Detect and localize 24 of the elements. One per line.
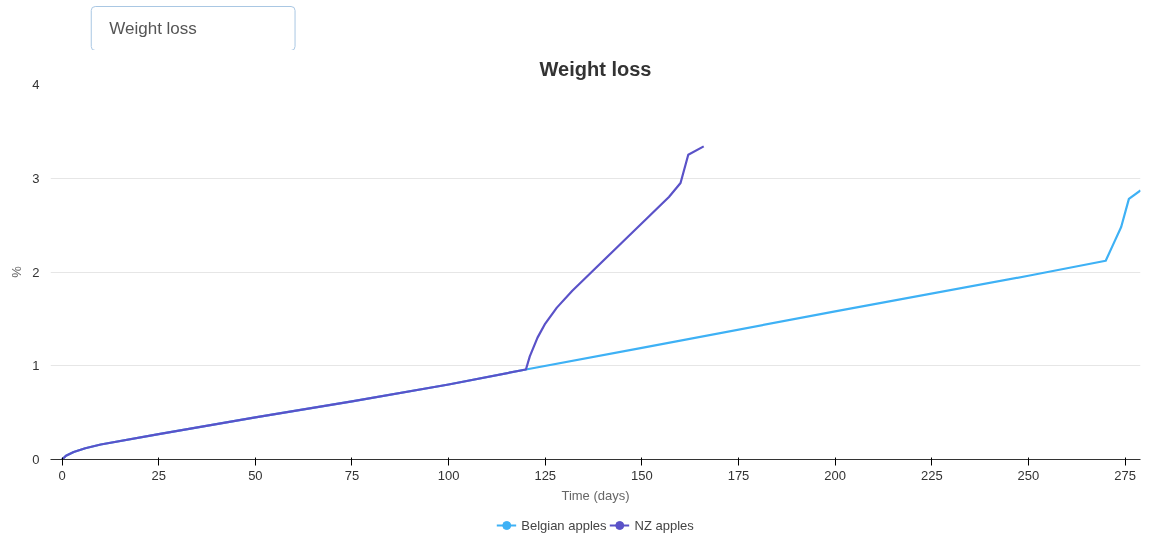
x-tick-label: 275 <box>1114 467 1136 483</box>
x-tick-label: 225 <box>920 467 943 483</box>
x-tick-label: 0 <box>58 467 66 483</box>
y-tick-label: 1 <box>32 358 40 374</box>
y-axis-title: % <box>9 265 25 278</box>
x-tick-label: 200 <box>824 467 846 483</box>
legend-label: Belgian apples <box>521 517 607 533</box>
y-tick-label: 0 <box>32 452 40 467</box>
x-tick-label: 100 <box>437 467 460 483</box>
x-tick-label: 25 <box>151 467 166 483</box>
legend-label: NZ apples <box>634 517 694 533</box>
x-tick-label: 50 <box>248 467 263 483</box>
x-tick-label: 175 <box>727 467 750 483</box>
line-series <box>61 145 705 460</box>
y-tick-label: 3 <box>32 170 40 186</box>
chart-title: Weight loss <box>539 57 652 80</box>
text: Weight loss <box>109 19 197 38</box>
x-axis-title: Time (days) <box>561 487 630 503</box>
x-tick-label: 150 <box>631 467 653 483</box>
y-tick-label: 2 <box>32 264 40 280</box>
y-tick-label: 4 <box>32 77 40 92</box>
x-tick-label: 125 <box>534 467 557 483</box>
x-tick-label: 75 <box>344 467 360 483</box>
x-tick-label: 250 <box>1017 467 1040 483</box>
